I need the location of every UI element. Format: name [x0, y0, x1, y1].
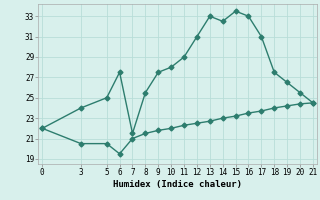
X-axis label: Humidex (Indice chaleur): Humidex (Indice chaleur) [113, 180, 242, 189]
